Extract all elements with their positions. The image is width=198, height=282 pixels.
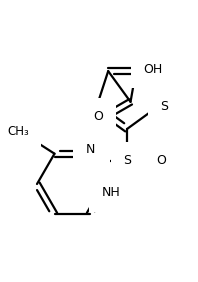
Text: O: O <box>88 155 98 168</box>
Text: NH: NH <box>102 186 120 199</box>
Text: S: S <box>123 155 131 168</box>
Text: OH: OH <box>144 63 163 76</box>
Text: N: N <box>86 143 95 156</box>
Text: S: S <box>160 100 168 113</box>
Text: O: O <box>94 110 104 123</box>
Text: CH₃: CH₃ <box>8 125 29 138</box>
Text: O: O <box>156 155 166 168</box>
